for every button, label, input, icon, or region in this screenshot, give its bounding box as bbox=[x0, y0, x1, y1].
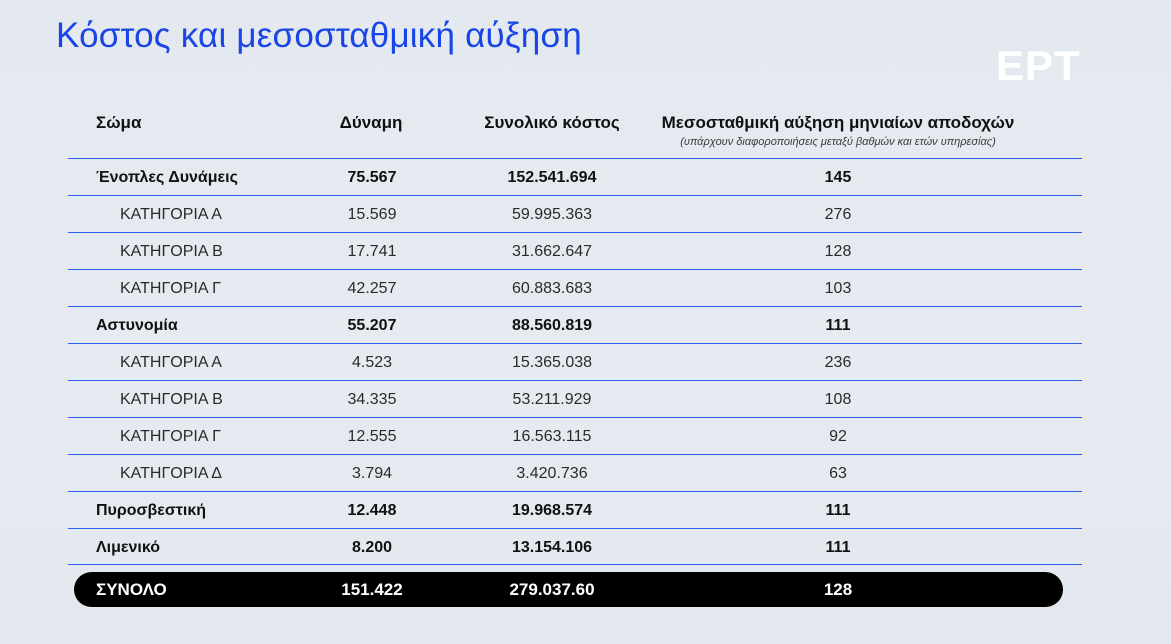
row-strength: 75.567 bbox=[347, 169, 397, 186]
row-strength: 4.523 bbox=[351, 354, 393, 371]
header-strength: Δύναμη bbox=[339, 113, 403, 132]
row-strength: 42.257 bbox=[347, 280, 397, 297]
row-increase: 111 bbox=[825, 539, 851, 556]
row-increase: 108 bbox=[824, 391, 852, 408]
table-header: Σώμα Δύναμη Συνολικό κόστος Μεσοσταθμική… bbox=[68, 108, 1082, 158]
row-cost: 3.420.736 bbox=[516, 465, 588, 482]
row-cost: 152.541.694 bbox=[507, 169, 597, 186]
total-increase: 128 bbox=[823, 580, 853, 599]
row-strength: 17.741 bbox=[347, 243, 397, 260]
row-strength: 3.794 bbox=[351, 465, 393, 482]
table-row: ΚΑΤΗΓΟΡΙΑ Α 4.523 15.365.038 236 bbox=[68, 343, 1082, 380]
row-cost: 15.365.038 bbox=[511, 354, 593, 371]
table-row: ΚΑΤΗΓΟΡΙΑ Γ 42.257 60.883.683 103 bbox=[68, 269, 1082, 306]
page-title: Κόστος και μεσοσταθμική αύξηση bbox=[56, 16, 582, 55]
row-cost: 88.560.819 bbox=[511, 317, 593, 334]
row-increase: 92 bbox=[829, 428, 847, 445]
row-strength: 55.207 bbox=[347, 317, 397, 334]
total-name: ΣΥΝΟΛΟ bbox=[96, 580, 167, 599]
header-body: Σώμα bbox=[96, 113, 142, 132]
total-row: ΣΥΝΟΛΟ 151.422 279.037.60 128 bbox=[74, 572, 1063, 607]
row-strength: 15.569 bbox=[347, 206, 397, 223]
row-strength: 12.448 bbox=[347, 502, 397, 519]
row-cost: 59.995.363 bbox=[511, 206, 593, 223]
row-name: ΚΑΤΗΓΟΡΙΑ Α bbox=[120, 206, 222, 223]
row-increase: 111 bbox=[825, 317, 851, 334]
row-cost: 53.211.929 bbox=[512, 391, 592, 408]
table-row: Αστυνομία 55.207 88.560.819 111 bbox=[68, 306, 1082, 343]
row-increase: 236 bbox=[824, 354, 852, 371]
table-row: Λιμενικό 8.200 13.154.106 111 bbox=[68, 528, 1082, 565]
table-row: ΚΑΤΗΓΟΡΙΑ Α 15.569 59.995.363 276 bbox=[68, 195, 1082, 232]
row-strength: 8.200 bbox=[351, 539, 393, 556]
ert-logo: ΕΡΤ bbox=[996, 42, 1081, 89]
table-row: ΚΑΤΗΓΟΡΙΑ Β 17.741 31.662.647 128 bbox=[68, 232, 1082, 269]
row-name: ΚΑΤΗΓΟΡΙΑ Γ bbox=[120, 280, 221, 297]
row-strength: 34.335 bbox=[347, 391, 397, 408]
total-cost: 279.037.60 bbox=[509, 580, 595, 599]
header-avg-increase: Μεσοσταθμική αύξηση μηνιαίων αποδοχών bbox=[661, 113, 1015, 132]
table-row: ΚΑΤΗΓΟΡΙΑ Δ 3.794 3.420.736 63 bbox=[68, 454, 1082, 491]
table-body: Ένοπλες Δυνάμεις 75.567 152.541.694 145 … bbox=[68, 158, 1082, 565]
row-name: Αστυνομία bbox=[96, 317, 178, 334]
header-avg-note: (υπάρχουν διαφοροποιήσεις μεταξύ βαθμών … bbox=[680, 136, 996, 148]
row-name: ΚΑΤΗΓΟΡΙΑ Β bbox=[120, 391, 223, 408]
row-increase: 103 bbox=[824, 280, 852, 297]
row-cost: 19.968.574 bbox=[511, 502, 593, 519]
table-row: Πυροσβεστική 12.448 19.968.574 111 bbox=[68, 491, 1082, 528]
row-cost: 31.662.647 bbox=[511, 243, 593, 260]
table-row: ΚΑΤΗΓΟΡΙΑ Γ 12.555 16.563.115 92 bbox=[68, 417, 1082, 454]
row-strength: 12.555 bbox=[347, 428, 397, 445]
row-name: Πυροσβεστική bbox=[96, 502, 207, 519]
row-name: Λιμενικό bbox=[96, 539, 161, 556]
row-name: ΚΑΤΗΓΟΡΙΑ Α bbox=[120, 354, 222, 371]
row-name: ΚΑΤΗΓΟΡΙΑ Γ bbox=[120, 428, 221, 445]
table-row: Ένοπλες Δυνάμεις 75.567 152.541.694 145 bbox=[68, 158, 1082, 195]
row-cost: 13.154.106 bbox=[511, 539, 593, 556]
row-name: Ένοπλες Δυνάμεις bbox=[96, 169, 238, 186]
row-increase: 276 bbox=[824, 206, 852, 223]
row-increase: 63 bbox=[829, 465, 847, 482]
row-name: ΚΑΤΗΓΟΡΙΑ Δ bbox=[120, 465, 222, 482]
row-increase: 128 bbox=[824, 243, 852, 260]
row-name: ΚΑΤΗΓΟΡΙΑ Β bbox=[120, 243, 223, 260]
table-row: ΚΑΤΗΓΟΡΙΑ Β 34.335 53.211.929 108 bbox=[68, 380, 1082, 417]
row-increase: 145 bbox=[824, 169, 852, 186]
header-total-cost: Συνολικό κόστος bbox=[484, 113, 620, 132]
total-strength: 151.422 bbox=[341, 580, 403, 599]
row-cost: 16.563.115 bbox=[512, 428, 592, 445]
row-increase: 111 bbox=[825, 502, 851, 519]
row-cost: 60.883.683 bbox=[511, 280, 593, 297]
